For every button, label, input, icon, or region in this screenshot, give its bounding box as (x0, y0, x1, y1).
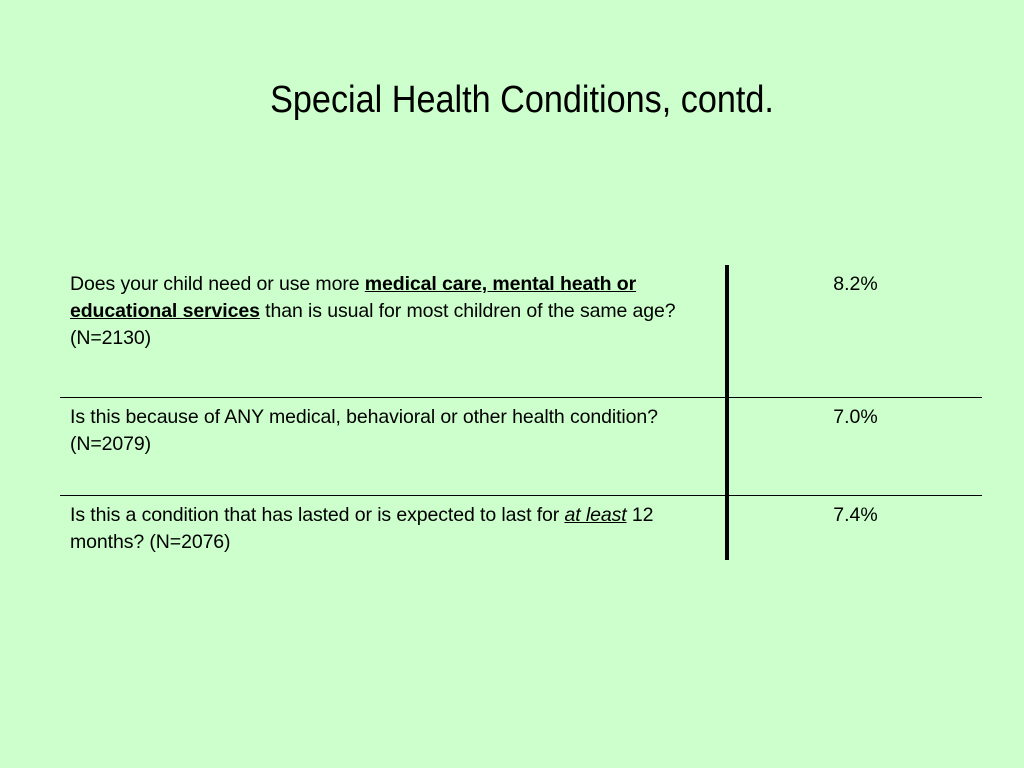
table-row: Is this because of ANY medical, behavior… (60, 398, 982, 496)
results-table: Does your child need or use more medical… (60, 265, 982, 560)
slide-title: Special Health Conditions, contd. (270, 79, 774, 121)
table-row: Does your child need or use more medical… (60, 265, 982, 398)
question-text: Is this a condition that has lasted or i… (70, 504, 565, 526)
question-emphasis: medical care, mental heath or educationa… (70, 273, 637, 322)
value-cell: 7.0% (833, 406, 878, 428)
value-cell: 8.2% (833, 273, 878, 295)
question-cell: Does your child need or use more medical… (60, 265, 725, 397)
question-cell: Is this a condition that has lasted or i… (60, 496, 725, 560)
column-divider (725, 398, 729, 495)
column-divider (725, 496, 729, 560)
question-text: 12 months? (N=2076) (70, 504, 654, 553)
question-text: Does your child need or use more (70, 273, 365, 295)
question-emphasis: at least (564, 504, 627, 526)
table-row: Is this a condition that has lasted or i… (60, 496, 982, 560)
question-cell: Is this because of ANY medical, behavior… (70, 406, 658, 455)
value-cell: 7.4% (833, 504, 878, 526)
question-text: than is usual for most children of the s… (70, 300, 676, 349)
column-divider (725, 265, 729, 397)
